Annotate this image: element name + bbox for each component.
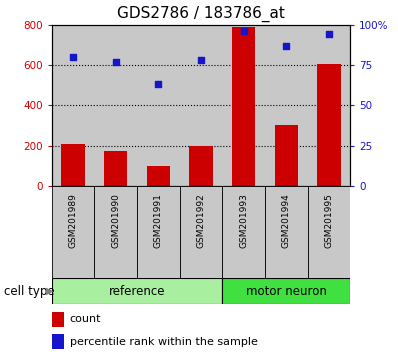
Bar (146, 166, 170, 186)
Point (240, 28, 247, 34)
Bar (275, 125, 298, 186)
Bar (52, 312, 64, 327)
Text: GSM201992: GSM201992 (197, 193, 205, 248)
Bar (265, 186, 308, 278)
Bar (137, 25, 179, 186)
Bar (317, 64, 341, 186)
Bar (137, 186, 179, 278)
Bar (52, 186, 94, 278)
Text: GSM201991: GSM201991 (154, 193, 163, 248)
Bar (265, 25, 308, 186)
Bar (308, 25, 350, 186)
Bar (222, 25, 265, 186)
Text: ▶: ▶ (46, 286, 53, 296)
Text: GSM201990: GSM201990 (111, 193, 120, 248)
Bar (179, 25, 222, 186)
Bar (94, 186, 137, 278)
Point (113, 59, 119, 65)
Text: GSM201993: GSM201993 (239, 193, 248, 248)
Bar (94, 25, 137, 186)
Point (326, 32, 332, 37)
Text: GSM201994: GSM201994 (282, 193, 291, 248)
Title: GDS2786 / 183786_at: GDS2786 / 183786_at (117, 6, 285, 22)
Point (155, 81, 162, 87)
Text: motor neuron: motor neuron (246, 285, 327, 298)
Text: GSM201989: GSM201989 (68, 193, 78, 248)
Text: GSM201995: GSM201995 (324, 193, 334, 248)
Bar (52, 334, 64, 349)
Bar (232, 27, 256, 186)
Bar (179, 186, 222, 278)
Point (283, 43, 289, 48)
Bar (104, 150, 127, 186)
Text: cell type: cell type (4, 285, 55, 298)
Bar (308, 186, 350, 278)
Text: reference: reference (109, 285, 165, 298)
Bar (52, 25, 94, 186)
Point (70, 54, 76, 60)
Text: count: count (70, 314, 101, 324)
Bar (189, 145, 213, 186)
Text: percentile rank within the sample: percentile rank within the sample (70, 337, 258, 347)
Bar (222, 278, 350, 304)
Point (198, 57, 204, 63)
Bar (52, 278, 222, 304)
Bar (61, 144, 85, 186)
Bar (222, 186, 265, 278)
